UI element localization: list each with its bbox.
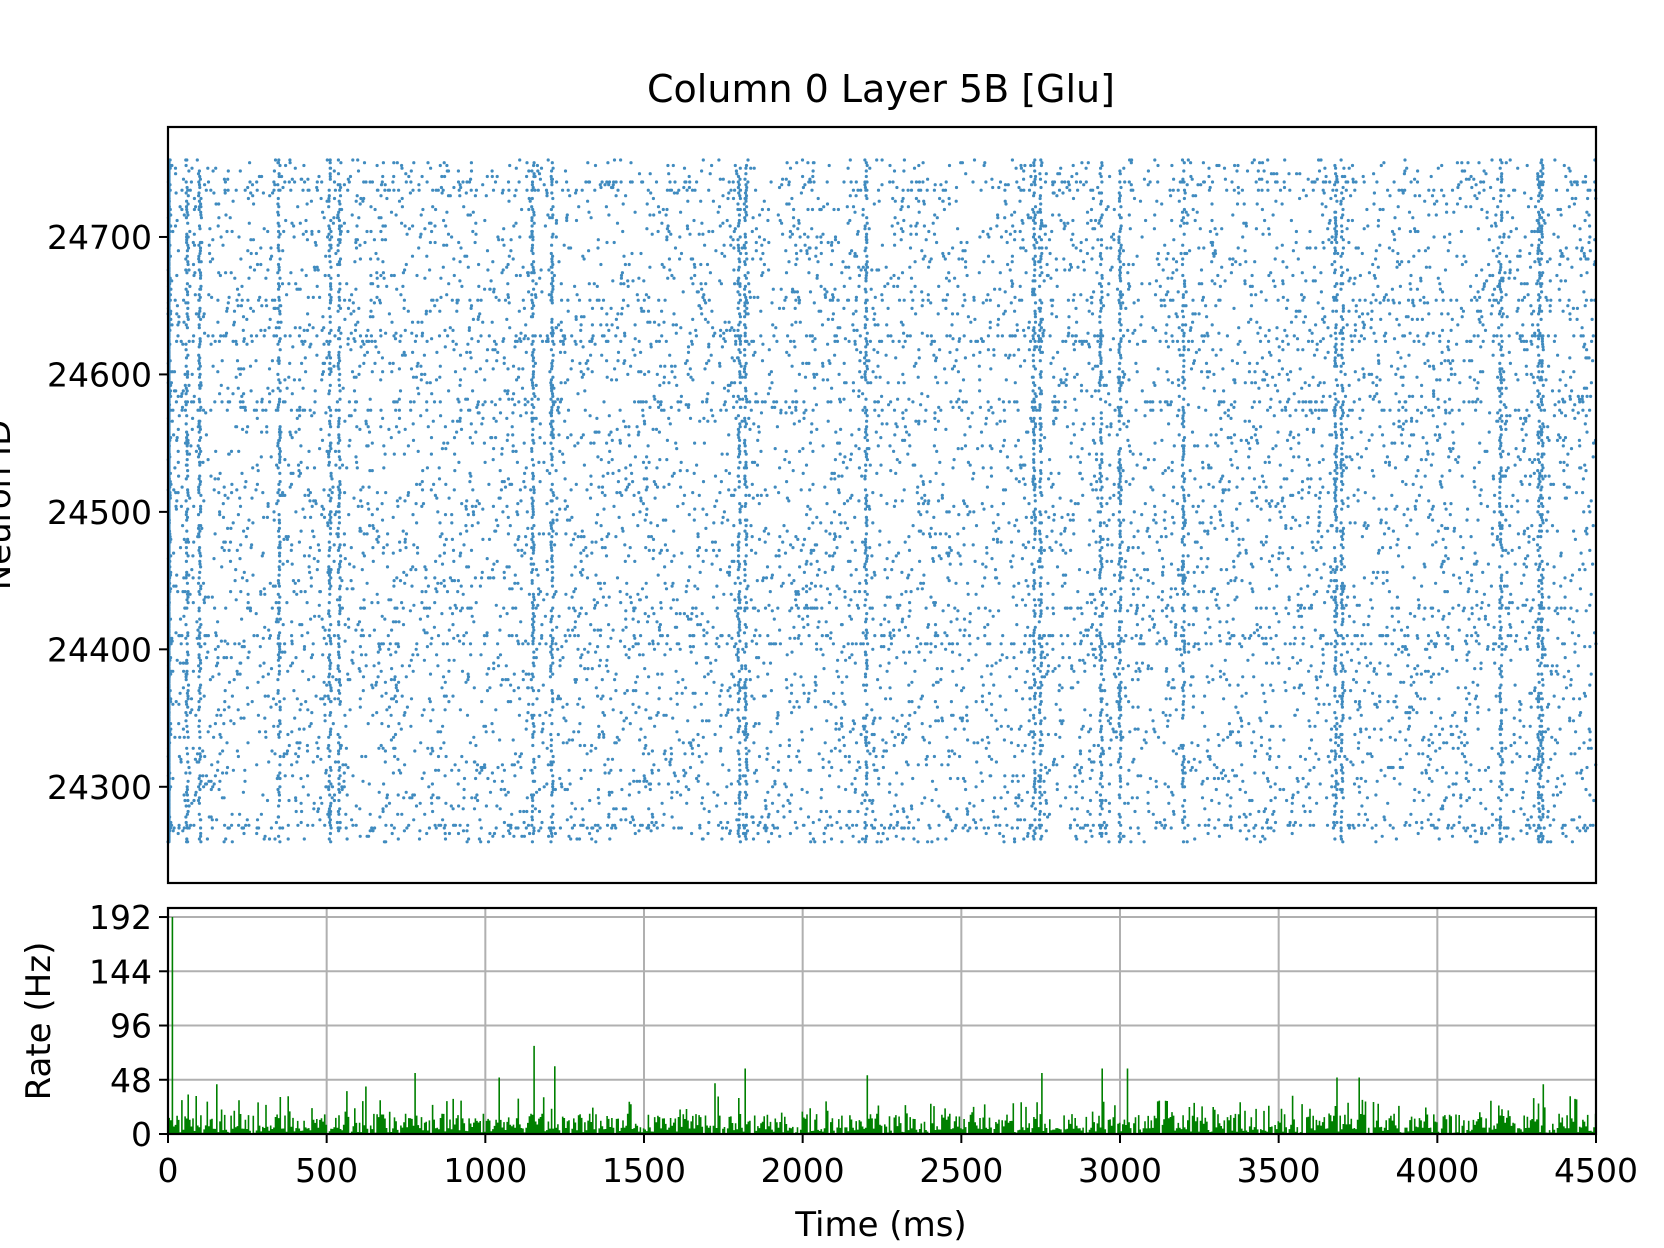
- y-tick-label: 192: [89, 898, 152, 937]
- raster-panel: Column 0 Layer 5B [Glu] 2430024400245002…: [0, 67, 1598, 885]
- rate-frame: [166, 906, 1598, 1136]
- rate-x-ticks: 0 500 1000 1500 2000 2500 3000 3500 4000 4500: [158, 1134, 1638, 1190]
- y-tick-label: 0: [131, 1115, 152, 1154]
- y-tick-label: 24300: [47, 768, 152, 807]
- rate-y-ticks: 0 48 96 144 192: [89, 898, 168, 1154]
- rate-y-axis-label: Rate (Hz): [19, 942, 59, 1101]
- x-tick-label: 4500: [1554, 1151, 1638, 1190]
- y-tick-label: 24600: [47, 355, 152, 394]
- x-tick-label: 2500: [919, 1151, 1003, 1190]
- y-tick-label: 96: [110, 1007, 152, 1046]
- raster-frame: [166, 125, 1598, 885]
- y-tick-label: 24400: [47, 630, 152, 669]
- rate-panel: 0 48 96 144 192 0 500 1000 1500 2000 2500 3000 3500…: [19, 898, 1638, 1245]
- raster-y-ticks: 24300 24400 24500 24600 24700: [47, 218, 168, 807]
- rate-x-axis-label: Time (ms): [794, 1205, 966, 1245]
- chart-title: Column 0 Layer 5B [Glu]: [647, 67, 1115, 111]
- x-tick-label: 3000: [1078, 1151, 1162, 1190]
- y-tick-label: 24700: [47, 218, 152, 257]
- x-tick-label: 2000: [761, 1151, 845, 1190]
- x-tick-label: 3500: [1237, 1151, 1321, 1190]
- x-tick-label: 4000: [1395, 1151, 1479, 1190]
- raster-y-axis-label: Neuron ID: [0, 420, 19, 591]
- x-tick-label: 500: [295, 1151, 358, 1190]
- y-tick-label: 144: [89, 952, 152, 991]
- rate-grid: [168, 908, 1596, 1134]
- x-tick-label: 1000: [443, 1151, 527, 1190]
- y-tick-label: 48: [110, 1061, 152, 1100]
- x-tick-label: 0: [158, 1151, 179, 1190]
- x-tick-label: 1500: [602, 1151, 686, 1190]
- y-tick-label: 24500: [47, 493, 152, 532]
